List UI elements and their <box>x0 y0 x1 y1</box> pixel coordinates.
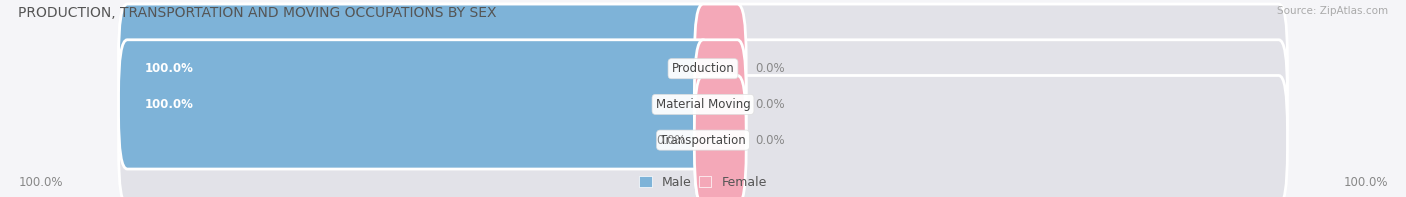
Text: 0.0%: 0.0% <box>755 62 785 75</box>
FancyBboxPatch shape <box>695 75 1288 197</box>
FancyBboxPatch shape <box>695 4 747 133</box>
FancyBboxPatch shape <box>695 4 1288 133</box>
FancyBboxPatch shape <box>118 40 711 169</box>
FancyBboxPatch shape <box>695 75 747 197</box>
FancyBboxPatch shape <box>118 4 711 133</box>
Text: 100.0%: 100.0% <box>145 98 194 111</box>
FancyBboxPatch shape <box>118 75 711 197</box>
Text: PRODUCTION, TRANSPORTATION AND MOVING OCCUPATIONS BY SEX: PRODUCTION, TRANSPORTATION AND MOVING OC… <box>18 6 496 20</box>
FancyBboxPatch shape <box>695 40 1288 169</box>
FancyBboxPatch shape <box>118 4 711 133</box>
Text: 0.0%: 0.0% <box>657 134 686 147</box>
Text: 100.0%: 100.0% <box>18 176 63 189</box>
Text: Production: Production <box>672 62 734 75</box>
Text: 100.0%: 100.0% <box>1343 176 1388 189</box>
Text: 100.0%: 100.0% <box>145 62 194 75</box>
Text: Source: ZipAtlas.com: Source: ZipAtlas.com <box>1277 6 1388 16</box>
FancyBboxPatch shape <box>695 40 747 169</box>
Text: Material Moving: Material Moving <box>655 98 751 111</box>
Text: 0.0%: 0.0% <box>755 134 785 147</box>
FancyBboxPatch shape <box>118 40 711 169</box>
Text: 0.0%: 0.0% <box>755 98 785 111</box>
Text: Transportation: Transportation <box>661 134 745 147</box>
Legend: Male, Female: Male, Female <box>640 176 766 189</box>
